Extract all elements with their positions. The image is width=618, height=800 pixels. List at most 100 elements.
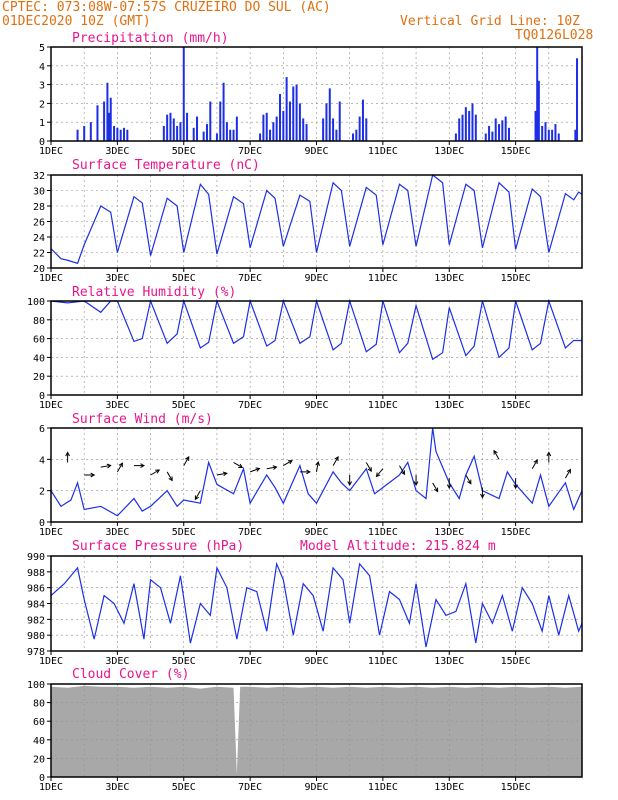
precip-bar bbox=[494, 118, 497, 141]
x-tick-label: 13DEC bbox=[434, 146, 464, 157]
wind-vector-head bbox=[65, 451, 70, 457]
y-tick-label: 80 bbox=[33, 316, 45, 327]
x-tick-label: 9DEC bbox=[304, 273, 328, 284]
x-tick-label: 13DEC bbox=[434, 656, 464, 667]
precip-bar bbox=[215, 133, 218, 141]
x-tick-label: 1DEC bbox=[39, 782, 63, 793]
precip-bar bbox=[96, 105, 99, 141]
precip-bar bbox=[179, 122, 182, 141]
x-tick-label: 5DEC bbox=[172, 273, 196, 284]
x-tick-label: 7DEC bbox=[238, 656, 262, 667]
precip-bar bbox=[488, 125, 491, 141]
temp-frame bbox=[50, 174, 583, 269]
precip-bar bbox=[269, 129, 272, 141]
precip-bar bbox=[186, 112, 189, 141]
precip-bar bbox=[292, 86, 295, 141]
precip-bar bbox=[103, 101, 106, 141]
wind-vector-head bbox=[413, 481, 419, 487]
precip-bar bbox=[272, 122, 275, 141]
x-tick-label: 11DEC bbox=[368, 273, 398, 284]
wind-vector-head bbox=[238, 463, 244, 468]
x-tick-label: 3DEC bbox=[105, 527, 129, 538]
wind-vector-head bbox=[467, 479, 472, 485]
x-tick-label: 15DEC bbox=[501, 527, 531, 538]
pres-frame bbox=[50, 555, 583, 652]
precip-bar bbox=[325, 103, 328, 141]
x-tick-label: 11DEC bbox=[368, 656, 398, 667]
x-tick-label: 7DEC bbox=[238, 527, 262, 538]
x-tick-label: 9DEC bbox=[304, 146, 328, 157]
y-tick-label: 5 bbox=[39, 43, 45, 54]
y-tick-label: 4 bbox=[39, 455, 45, 466]
precip-bar bbox=[205, 124, 208, 141]
x-tick-label: 3DEC bbox=[105, 146, 129, 157]
precip-bar bbox=[338, 101, 341, 141]
wind-vector-shaft bbox=[100, 464, 111, 468]
y-tick-label: 80 bbox=[33, 699, 45, 710]
precip-bar bbox=[265, 112, 268, 141]
wind-vector-head bbox=[272, 465, 278, 470]
wind-vector-head bbox=[347, 481, 353, 487]
wind-vector-shaft bbox=[564, 469, 571, 479]
y-tick-label: 3 bbox=[39, 81, 45, 92]
precip-bar bbox=[461, 114, 464, 141]
wind-vector-head bbox=[367, 467, 372, 473]
precip-bar bbox=[172, 118, 175, 141]
wind-vector-head bbox=[185, 456, 190, 461]
precip-bar bbox=[507, 127, 510, 141]
y-tick-label: 20 bbox=[33, 264, 45, 275]
y-tick-label: 0 bbox=[39, 391, 45, 402]
precip-bar bbox=[108, 112, 111, 141]
x-tick-label: 5DEC bbox=[172, 400, 196, 411]
precip-bar bbox=[219, 101, 222, 141]
wind-vector-head bbox=[194, 495, 200, 501]
wind-vector-shaft bbox=[116, 462, 123, 473]
rh-title: Relative Humidity (%) bbox=[72, 285, 236, 300]
precip-bar bbox=[126, 129, 129, 141]
x-tick-label: 15DEC bbox=[501, 400, 531, 411]
precip-bar bbox=[541, 125, 544, 141]
precip-bar bbox=[365, 118, 368, 141]
wind-vector-shaft bbox=[150, 469, 160, 476]
precip-bar bbox=[335, 129, 338, 141]
precip-bar bbox=[295, 84, 298, 141]
precip-title: Precipitation (mm/h) bbox=[72, 31, 229, 46]
y-tick-label: 4 bbox=[39, 62, 45, 73]
x-tick-label: 11DEC bbox=[368, 146, 398, 157]
precip-bar bbox=[498, 124, 501, 141]
y-tick-label: 30 bbox=[33, 187, 45, 198]
precip-bar bbox=[262, 114, 265, 141]
x-tick-label: 1DEC bbox=[39, 273, 63, 284]
forecast-date: 01DEC2020 10Z (GMT) bbox=[2, 14, 151, 29]
wind-vector-head bbox=[118, 462, 123, 468]
cloud-title: Cloud Cover (%) bbox=[72, 667, 189, 682]
y-tick-label: 40 bbox=[33, 353, 45, 364]
precip-bar bbox=[106, 82, 109, 141]
precip-bar bbox=[474, 114, 477, 141]
precip-bar bbox=[454, 133, 457, 141]
precip-bar bbox=[501, 120, 504, 141]
wind-vector-shaft bbox=[266, 466, 277, 470]
precip-bar bbox=[285, 77, 288, 141]
wind-vector-head bbox=[315, 460, 320, 466]
precip-bar bbox=[109, 97, 112, 141]
y-tick-label: 60 bbox=[33, 717, 45, 728]
precip-bar bbox=[302, 118, 305, 141]
pres-subtitle: Model Altitude: 215.824 m bbox=[300, 539, 496, 554]
precip-bar bbox=[235, 116, 238, 141]
x-tick-label: 3DEC bbox=[105, 273, 129, 284]
y-tick-label: 978 bbox=[27, 647, 45, 658]
wind-vector-shaft bbox=[432, 482, 439, 492]
wind-vector-head bbox=[400, 470, 405, 476]
wind-vector-head bbox=[493, 449, 498, 455]
x-tick-label: 9DEC bbox=[304, 656, 328, 667]
wind-vector-head bbox=[168, 476, 173, 482]
precip-bar bbox=[232, 129, 235, 141]
wind-title: Surface Wind (m/s) bbox=[72, 412, 213, 427]
x-tick-label: 13DEC bbox=[434, 527, 464, 538]
y-tick-label: 28 bbox=[33, 202, 45, 213]
y-tick-label: 986 bbox=[27, 584, 45, 595]
wind-vector-head bbox=[546, 451, 552, 457]
precip-bar bbox=[537, 80, 540, 141]
wind-vector-head bbox=[375, 472, 381, 478]
